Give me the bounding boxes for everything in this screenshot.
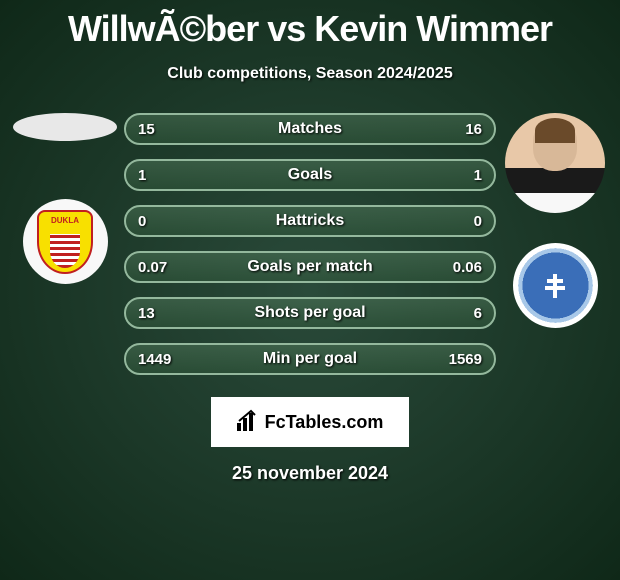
branding-badge[interactable]: FcTables.com	[211, 397, 409, 447]
stat-label: Matches	[198, 120, 422, 138]
page-title: WillwÃ©ber vs Kevin Wimmer	[0, 0, 620, 50]
stat-label: Min per goal	[198, 350, 422, 368]
dukla-shield-icon	[37, 210, 93, 274]
player2-column	[500, 113, 610, 328]
branding-text: FcTables.com	[265, 412, 384, 433]
stats-table: 15 Matches 16 1 Goals 1 0 Hattricks 0 0.…	[120, 113, 500, 389]
stat-row-hattricks: 0 Hattricks 0	[124, 205, 496, 237]
stat-label: Goals	[198, 166, 422, 184]
stat-left: 0	[138, 213, 198, 230]
comparison-content: 15 Matches 16 1 Goals 1 0 Hattricks 0 0.…	[0, 113, 620, 389]
slovan-crest-icon	[529, 260, 581, 312]
stat-right: 16	[422, 121, 482, 138]
player1-column	[10, 113, 120, 284]
stat-right: 0	[422, 213, 482, 230]
stat-right: 1569	[422, 351, 482, 368]
player1-photo	[13, 113, 117, 141]
chart-icon	[237, 409, 259, 436]
stat-left: 1449	[138, 351, 198, 368]
stat-label: Goals per match	[198, 258, 422, 276]
date-text: 25 november 2024	[0, 463, 620, 484]
subtitle: Club competitions, Season 2024/2025	[0, 65, 620, 83]
stat-row-spg: 13 Shots per goal 6	[124, 297, 496, 329]
stat-right: 6	[422, 305, 482, 322]
stat-right: 1	[422, 167, 482, 184]
stat-label: Shots per goal	[198, 304, 422, 322]
stat-row-goals: 1 Goals 1	[124, 159, 496, 191]
stat-left: 0.07	[138, 259, 198, 276]
stat-row-gpm: 0.07 Goals per match 0.06	[124, 251, 496, 283]
stat-right: 0.06	[422, 259, 482, 276]
stat-left: 13	[138, 305, 198, 322]
stat-label: Hattricks	[198, 212, 422, 230]
stat-left: 15	[138, 121, 198, 138]
stat-row-mpg: 1449 Min per goal 1569	[124, 343, 496, 375]
double-cross-icon	[541, 272, 569, 300]
player2-club-badge	[513, 243, 598, 328]
player2-photo	[505, 113, 605, 213]
stat-left: 1	[138, 167, 198, 184]
stat-row-matches: 15 Matches 16	[124, 113, 496, 145]
player1-club-badge	[23, 199, 108, 284]
